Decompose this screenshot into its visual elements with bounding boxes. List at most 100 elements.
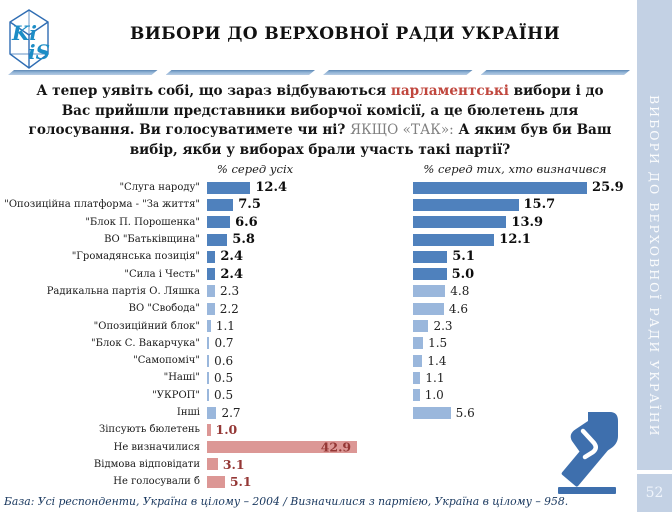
right-bar-zone: 13.9	[413, 215, 637, 230]
value-all: 2.4	[220, 266, 244, 282]
value-all: 0.7	[214, 336, 234, 351]
left-bar-zone: 0.6	[207, 354, 413, 368]
chart-row: "Блок С. Вакарчука" 0.7 1.5	[0, 335, 637, 352]
sidebar-vertical-title: ВИБОРИ ДО ВЕРХОВНОЇ РАДИ УКРАЇНИ	[647, 95, 662, 438]
row-label: Не визначилися	[113, 441, 200, 453]
bar-all	[207, 389, 209, 402]
question-highlight: парламентські	[390, 83, 509, 99]
bar-all	[207, 423, 211, 436]
right-bar-zone: 25.9	[413, 180, 637, 195]
bar-all	[207, 337, 210, 350]
value-decided: 25.9	[592, 180, 624, 196]
left-bar-zone: 1.0	[207, 422, 413, 437]
bar-decided	[413, 320, 429, 333]
logo-text-top: Ki	[11, 21, 37, 45]
survey-question: А тепер уявіть собі, що зараз відбувають…	[22, 82, 618, 161]
value-decided: 12.1	[499, 232, 531, 248]
value-decided: 13.9	[511, 214, 544, 230]
row-label: Зіпсують бюлетень	[99, 424, 200, 436]
bar-all	[207, 320, 211, 333]
bar-all	[207, 198, 234, 211]
chart-row: Не визначилися 42.9	[0, 438, 637, 455]
value-all: 5.8	[232, 232, 255, 248]
row-label: "Блок С. Вакарчука"	[91, 337, 200, 349]
row-label: Відмова відповідати	[93, 458, 200, 470]
bar-decided	[413, 406, 451, 419]
value-all: 1.1	[215, 319, 235, 334]
left-bar-zone: 2.2	[207, 302, 413, 316]
row-label: ВО "Батьківщина"	[104, 234, 200, 246]
row-label: Радикальна партія О. Ляшка	[46, 285, 200, 297]
chart-row: ВО "Батьківщина" 5.8 12.1	[0, 231, 637, 248]
right-bar-zone: 4.8	[413, 284, 637, 298]
chart-row: ВО "Свобода" 2.2 4.6	[0, 300, 637, 317]
row-label: Інші	[176, 407, 200, 418]
left-bar-zone: 5.8	[207, 232, 413, 247]
chart-row: Радикальна партія О. Ляшка 2.3 4.8	[0, 283, 637, 300]
value-all: 2.3	[220, 284, 240, 299]
question-mid: вибори і до Вас прийшли представники виб…	[28, 83, 604, 139]
left-bar-zone: 1.1	[207, 319, 413, 333]
left-bar-zone: 5.1	[207, 474, 413, 489]
row-label: "Громадянська позиція"	[71, 251, 200, 263]
divider-bars	[8, 70, 630, 75]
chart-row: Інші 2.7 5.6	[0, 404, 637, 421]
chart-row: "Громадянська позиція" 2.4 5.1	[0, 248, 637, 265]
chart-row: Відмова відповідати 3.1	[0, 456, 637, 473]
value-all: 1.0	[215, 422, 238, 438]
left-bar-zone: 3.1	[207, 457, 413, 472]
bar-all	[207, 268, 216, 281]
bar-all	[207, 475, 225, 488]
divider-segment	[323, 70, 473, 75]
row-label: ВО "Свобода"	[128, 303, 200, 315]
left-bar-zone: 2.4	[207, 249, 413, 264]
right-bar-zone: 5.0	[413, 267, 637, 282]
divider-segment	[481, 70, 631, 75]
left-bar-zone: 0.5	[207, 388, 413, 402]
chart-row: "Самопоміч" 0.6 1.4	[0, 352, 637, 369]
divider-segment	[166, 70, 316, 75]
value-all: 0.5	[214, 370, 234, 385]
divider-segment	[8, 70, 158, 75]
logo-text-bottom: iS	[28, 40, 50, 64]
bar-decided	[413, 389, 420, 402]
value-all: 12.4	[255, 180, 288, 196]
bar-decided	[413, 181, 588, 194]
value-all: 0.6	[214, 353, 234, 368]
value-all: 42.9	[320, 439, 352, 455]
value-all: 0.5	[214, 388, 234, 403]
left-bar-zone: 12.4	[207, 180, 413, 195]
chart-row: Зіпсують бюлетень 1.0	[0, 421, 637, 438]
value-all: 2.2	[219, 301, 239, 316]
chart-row: "УКРОП" 0.5 1.0	[0, 387, 637, 404]
left-bar-zone: 0.5	[207, 371, 413, 385]
bar-all	[207, 406, 217, 419]
bar-decided	[413, 268, 447, 281]
row-label: "Наші"	[163, 372, 200, 384]
kiis-cube-logo: Ki iS	[9, 9, 50, 69]
bar-all	[207, 371, 209, 384]
chart-row: "Опозиційна платформа - "За життя" 7.5 15.…	[0, 196, 637, 213]
page-title: ВИБОРИ ДО ВЕРХОВНОЇ РАДИ УКРАЇНИ	[129, 24, 561, 44]
row-label: Не голосували б	[113, 476, 200, 488]
bar-decided	[413, 233, 495, 246]
right-bar-zone: 5.6	[413, 406, 637, 420]
chart-row: "Наші" 0.5 1.1	[0, 369, 637, 386]
base-note: База: Усі респонденти, Україна в цілому …	[4, 495, 569, 508]
bar-all	[207, 250, 216, 263]
chart-row: "Опозиційний блок" 1.1 2.3	[0, 317, 637, 334]
right-bar-zone: 1.1	[413, 371, 637, 385]
value-all: 7.5	[238, 197, 261, 213]
left-bar-zone: 2.3	[207, 284, 413, 298]
left-bar-zone: 7.5	[207, 197, 413, 212]
value-all: 3.1	[222, 456, 245, 472]
left-bar-zone: 0.7	[207, 336, 413, 350]
right-bar-zone: 15.7	[413, 197, 637, 212]
row-label: "Блок П. Порошенка"	[85, 216, 200, 228]
bar-decided	[413, 250, 448, 263]
row-label: "УКРОП"	[152, 389, 200, 401]
value-decided: 1.5	[428, 336, 448, 351]
value-decided: 5.1	[452, 249, 475, 265]
right-bar-zone: 1.5	[413, 336, 637, 350]
bar-all	[207, 441, 358, 454]
